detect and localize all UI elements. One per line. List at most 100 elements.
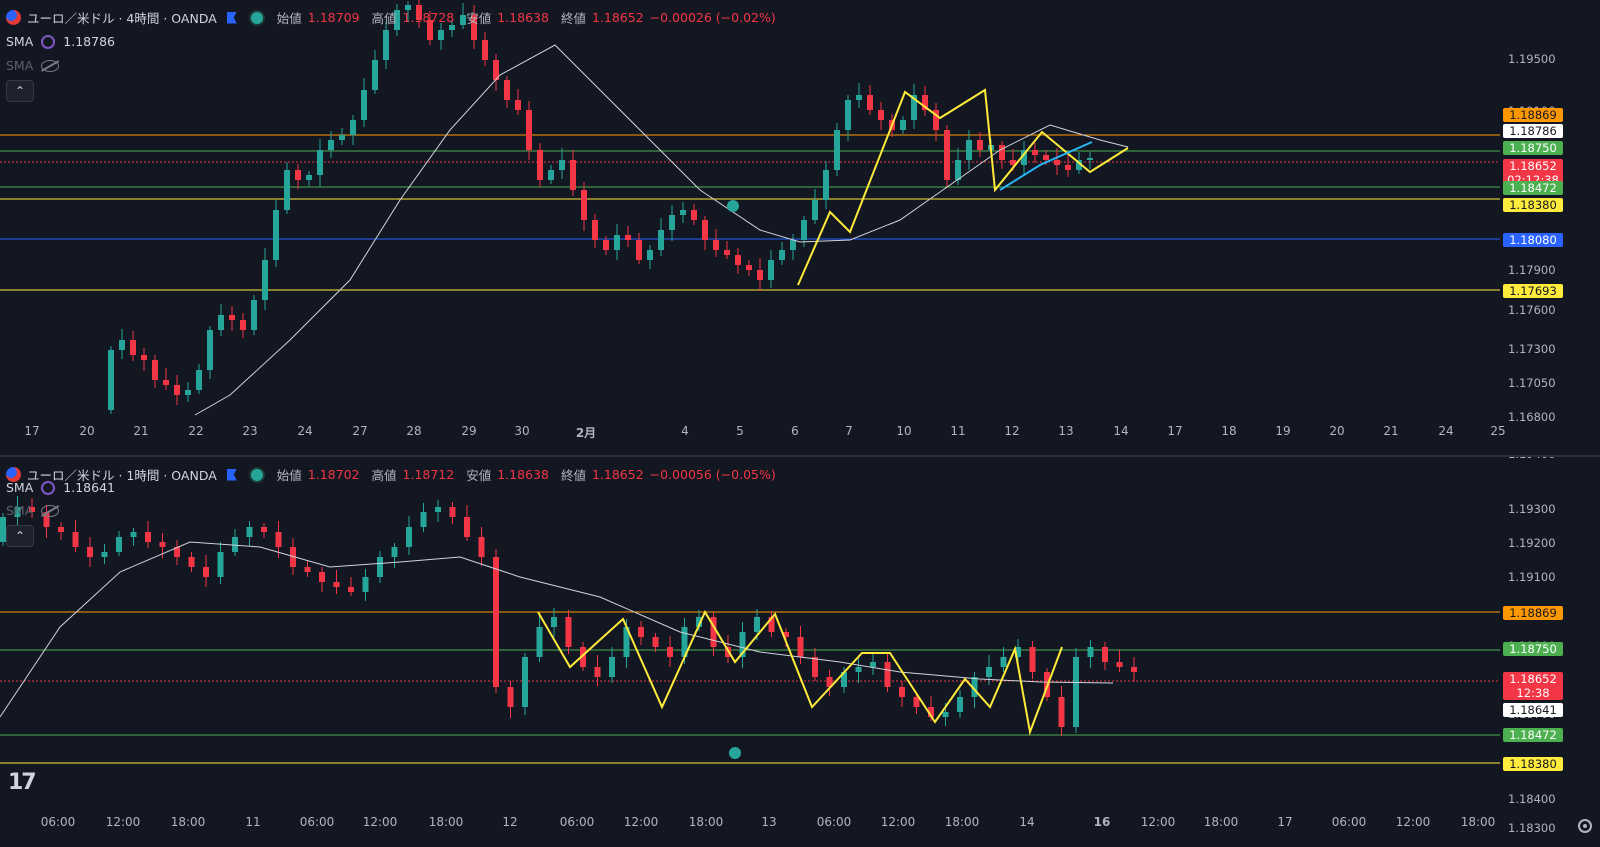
candle-body [185,390,191,395]
candle-body [507,687,514,707]
candle-body [159,542,166,547]
time-tick: 19 [1275,424,1291,438]
candle-body [735,255,741,265]
candle-body [87,547,93,557]
candle-body [0,517,6,542]
candle-body [681,627,688,657]
candle-body [691,210,697,220]
flag-icon[interactable] [226,468,237,481]
candle-body [350,120,356,135]
candle-body [240,320,246,330]
sma-name: SMA [6,34,34,49]
candle-body [900,120,906,130]
chart-pane-1h[interactable]: ユーロ／米ドル · 1時間 · OANDA 始値 1.18702 高値 1.1871… [0,457,1600,847]
candle-body [878,110,884,120]
symbol-legend-1h: ユーロ／米ドル · 1時間 · OANDA 始値 1.18702 高値 1.1871… [6,465,776,484]
candle-body [14,507,21,517]
eye-hidden-icon[interactable] [41,59,60,72]
sma-indicator-row[interactable]: SMA 1.18641 [6,480,115,495]
settings-gear-icon[interactable] [1578,819,1592,833]
candlestick-chart-1h[interactable] [0,457,1600,847]
symbol-title[interactable]: ユーロ／米ドル · 4時間 · OANDA [27,11,217,26]
sma-line [0,541,1114,718]
candle-body [328,140,334,150]
tradingview-logo[interactable]: 17 [8,770,37,795]
candle-body [955,160,961,180]
high-value: 1.18712 [402,467,455,482]
candle-body [317,150,323,175]
price-tick: 1.19300 [1508,502,1556,516]
price-tick: 1.18400 [1508,792,1556,806]
candlestick-chart-4h[interactable] [0,0,1600,455]
candle-body [922,95,928,110]
symbol-title[interactable]: ユーロ／米ドル · 1時間 · OANDA [27,468,217,483]
candle-body [797,637,804,657]
candle-body [823,170,829,200]
candle-body [870,662,876,667]
collapse-legend-button[interactable]: ⌃ [6,80,34,102]
candle-body [290,547,296,567]
sma-value: 1.18641 [63,480,115,495]
candle-body [966,140,972,160]
candle-body [493,60,499,80]
candle-body [1010,160,1016,165]
low-value: 1.18638 [497,10,549,25]
eye-hidden-icon[interactable] [41,504,60,517]
candle-body [101,552,108,557]
candle-body [754,617,760,632]
sma-hidden-row[interactable]: SMA [6,503,60,518]
candle-body [1043,155,1049,160]
eurusd-flag-icon [6,10,21,25]
candle-body [203,567,209,577]
market-open-icon [248,466,265,483]
candle-body [801,220,807,240]
candle-body [306,175,312,180]
sma-indicator-row[interactable]: SMA 1.18786 [6,34,115,49]
time-tick: 12:00 [623,815,659,829]
open-label: 始値 [276,11,302,26]
time-tick: 12 [502,815,518,829]
candle-body [372,60,378,90]
candle-body [1087,647,1094,657]
candle-body [614,235,620,250]
close-label: 終値 [560,468,586,483]
candle-body [416,5,422,20]
candle-body [174,547,180,557]
candle-body [867,95,873,110]
time-tick: 18:00 [428,815,464,829]
candle-body [783,632,789,637]
time-tick: 17 [1167,424,1183,438]
candle-body [559,160,565,170]
candle-body [319,572,325,582]
collapse-legend-button[interactable]: ⌃ [6,525,34,547]
price-label: 1.18750 [1503,141,1563,155]
sma-name: SMA [6,58,34,73]
chart-pane-4h[interactable]: ユーロ／米ドル · 4時間 · OANDA 始値 1.18709 高値 1.1872… [0,0,1600,457]
time-tick: 06:00 [816,815,852,829]
candle-body [739,632,746,657]
price-tick: 1.19100 [1508,570,1556,584]
time-tick: 18:00 [1460,815,1496,829]
price-label: 1.18380 [1503,757,1563,771]
candle-body [537,150,543,180]
price-label: 1.18869 [1503,606,1563,620]
time-tick: 12:00 [880,815,916,829]
candle-body [1032,150,1038,155]
candle-body [435,507,441,512]
candle-body [108,350,114,410]
price-tick: 1.17300 [1508,342,1556,356]
candle-body [58,527,64,532]
candle-body [43,512,50,527]
candle-body [273,210,279,260]
time-tick: 5 [736,424,744,438]
sma-hidden-row[interactable]: SMA [6,58,60,73]
candle-body [1065,165,1071,170]
price-label: 1.18380 [1503,198,1563,212]
price-tick: 1.17900 [1508,263,1556,277]
candle-body [383,30,389,60]
candle-body [702,220,708,240]
candle-body [713,240,719,250]
candle-body [174,385,180,395]
flag-icon[interactable] [226,11,237,24]
candle-body [482,40,488,60]
